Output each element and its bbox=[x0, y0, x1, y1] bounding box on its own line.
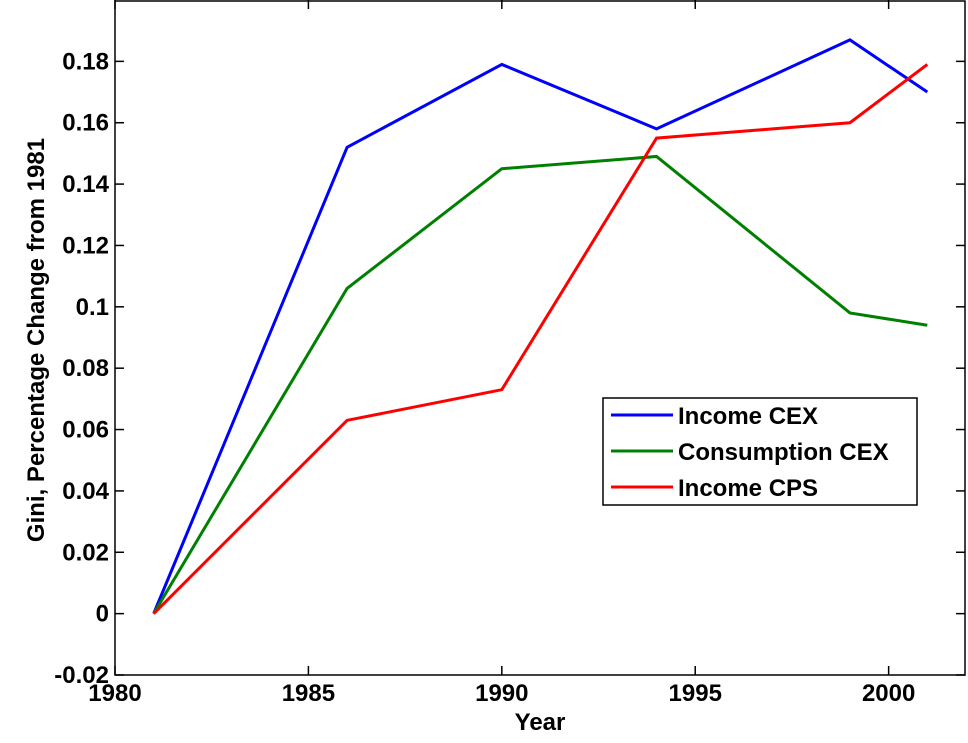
line bbox=[152, 63, 929, 615]
x-tick-label: 1985 bbox=[282, 680, 335, 707]
y-tick-label: -0.02 bbox=[54, 662, 109, 689]
y-tick-label: 0.16 bbox=[62, 110, 109, 137]
y-tick-label: 0.12 bbox=[62, 232, 109, 259]
y-tick-label: 0 bbox=[96, 601, 109, 628]
x-tick-label: 1980 bbox=[88, 680, 141, 707]
y-tick-label: 0.1 bbox=[76, 294, 109, 321]
y-tick-label: 0.06 bbox=[62, 417, 109, 444]
legend-label: Income CEX bbox=[678, 403, 818, 430]
x-axis-label: Year bbox=[515, 709, 566, 736]
x-tick-label: 2000 bbox=[862, 680, 915, 707]
x-tick-label: 1990 bbox=[475, 680, 528, 707]
legend-label: Consumption CEX bbox=[678, 439, 889, 466]
y-tick-label: 0.08 bbox=[62, 355, 109, 382]
y-tick-label: 0.18 bbox=[62, 48, 109, 75]
y-axis-label: Gini, Percentage Change from 1981 bbox=[23, 138, 50, 542]
plot-frame bbox=[114, 0, 966, 676]
y-tick-label: 0.02 bbox=[62, 539, 109, 566]
line bbox=[152, 38, 929, 615]
x-tick-label: 1995 bbox=[669, 680, 722, 707]
legend-label: Income CPS bbox=[678, 475, 818, 502]
line bbox=[152, 154, 928, 615]
y-tick-label: 0.14 bbox=[62, 171, 109, 198]
y-tick-label: 0.04 bbox=[62, 478, 109, 505]
